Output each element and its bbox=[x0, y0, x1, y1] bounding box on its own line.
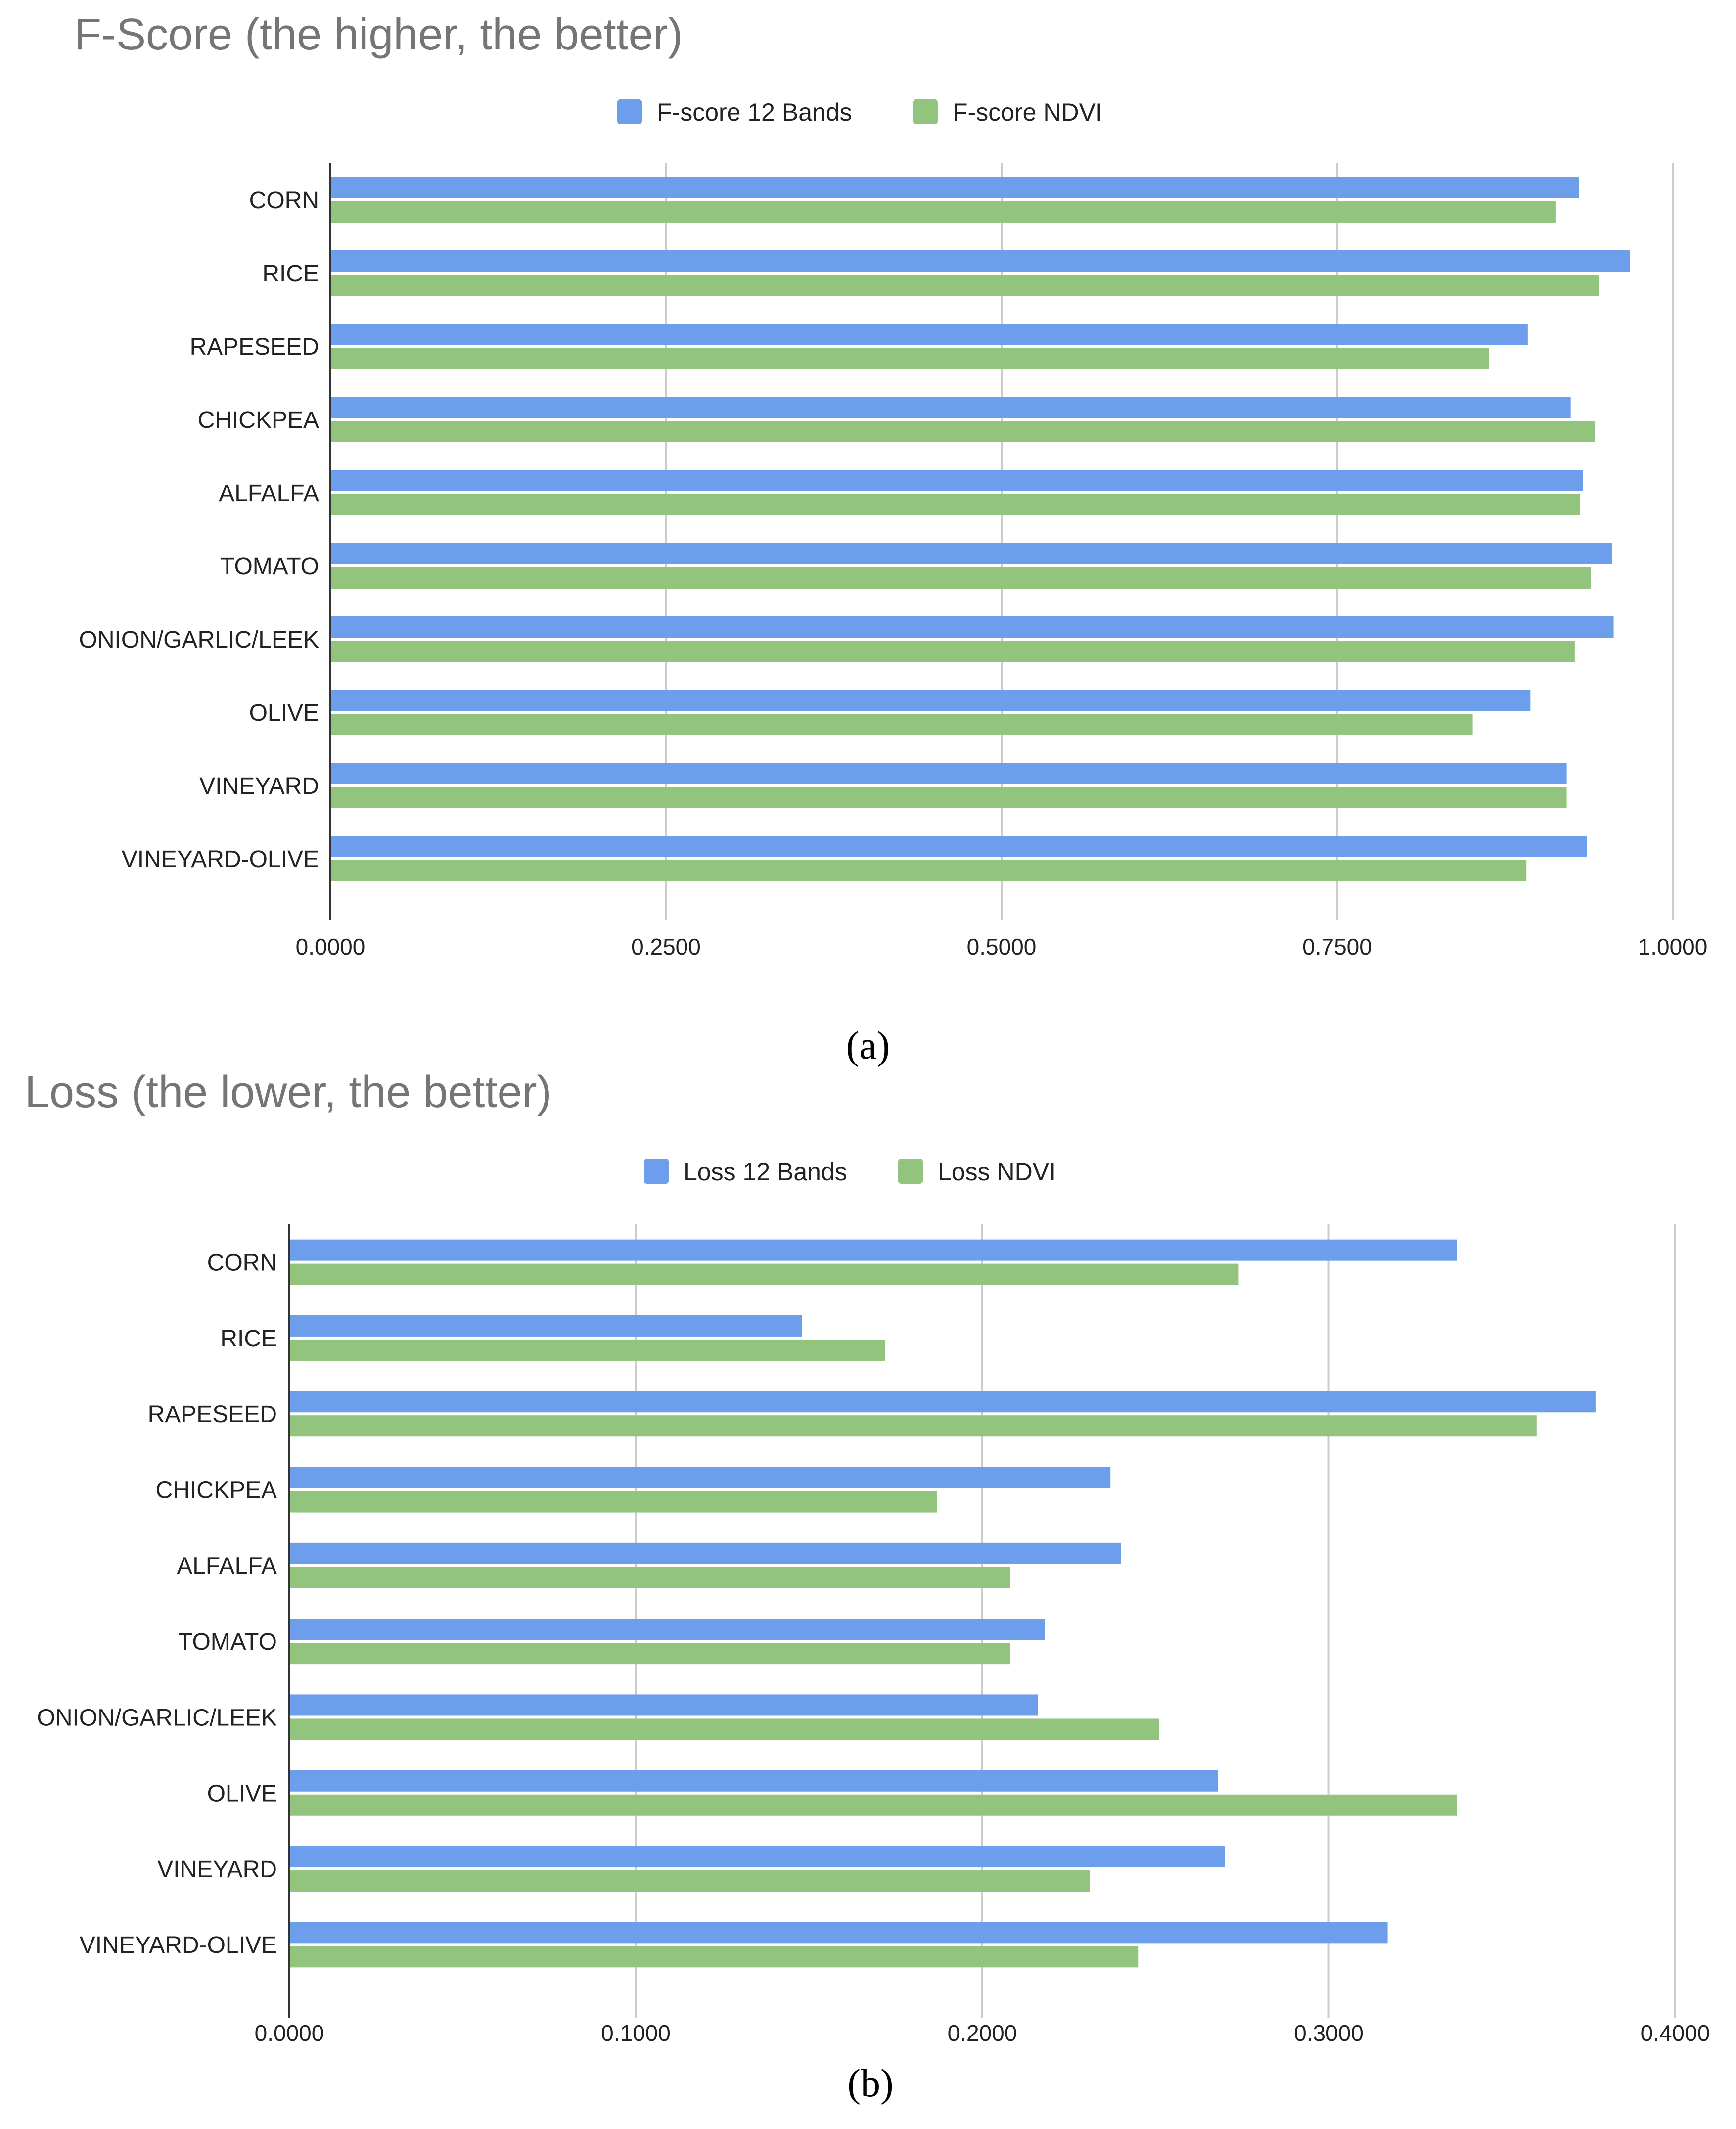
category-label: RAPESEED bbox=[148, 1401, 277, 1428]
bar-series-1 bbox=[289, 1239, 1457, 1261]
bar-series-1 bbox=[289, 1694, 1038, 1716]
legend: F-score 12 Bands F-score NDVI bbox=[617, 98, 1102, 126]
bar-series-1 bbox=[330, 616, 1614, 638]
category-label: OLIVE bbox=[249, 700, 319, 726]
bar-series-1 bbox=[330, 690, 1531, 711]
category-label: VINEYARD bbox=[199, 773, 319, 799]
category-label: RICE bbox=[262, 261, 319, 287]
legend-swatch-1 bbox=[617, 99, 642, 124]
bar-series-1 bbox=[330, 397, 1571, 418]
bar-series-1 bbox=[330, 543, 1612, 564]
x-tick-label: 0.0000 bbox=[296, 934, 365, 960]
x-tick-label: 0.5000 bbox=[967, 934, 1037, 960]
bar-series-2 bbox=[289, 1415, 1537, 1437]
bar-series-1 bbox=[330, 836, 1587, 857]
category-label: ALFALFA bbox=[219, 480, 319, 507]
bar-series-2 bbox=[330, 860, 1527, 881]
bar-series-2 bbox=[330, 567, 1591, 589]
bar-series-2 bbox=[289, 1491, 937, 1513]
bar-series-2 bbox=[289, 1794, 1457, 1816]
bar-series-1 bbox=[289, 1467, 1111, 1488]
bar-series-2 bbox=[289, 1946, 1139, 1968]
category-label: ALFALFA bbox=[177, 1553, 277, 1579]
category-label: CORN bbox=[207, 1250, 277, 1276]
panel-label: (b) bbox=[847, 2062, 893, 2105]
fscore-chart: F-Score (the higher, the better) F-score … bbox=[74, 10, 1707, 1067]
category-label: CORN bbox=[249, 187, 319, 214]
chart-title: Loss (the lower, the better) bbox=[25, 1067, 552, 1117]
category-label: VINEYARD-OLIVE bbox=[122, 846, 319, 873]
legend-label-1: F-score 12 Bands bbox=[657, 98, 852, 126]
bar-series-1 bbox=[330, 250, 1630, 272]
bar-series-2 bbox=[330, 275, 1599, 296]
category-label: TOMATO bbox=[178, 1629, 277, 1655]
bar-series-1 bbox=[289, 1846, 1225, 1868]
bar-series-1 bbox=[289, 1391, 1596, 1413]
category-label: RAPESEED bbox=[190, 334, 319, 360]
legend-label-2: Loss NDVI bbox=[938, 1158, 1056, 1186]
loss-chart: Loss (the lower, the better) Loss 12 Band… bbox=[25, 1067, 1710, 2105]
bar-series-1 bbox=[289, 1315, 802, 1337]
bar-series-2 bbox=[289, 1339, 885, 1361]
legend-label-1: Loss 12 Bands bbox=[684, 1158, 847, 1186]
category-label: RICE bbox=[220, 1326, 277, 1352]
x-tick-label: 0.3000 bbox=[1294, 2020, 1364, 2046]
x-tick-label: 1.0000 bbox=[1638, 934, 1708, 960]
category-label: OLIVE bbox=[207, 1781, 277, 1807]
bar-series-2 bbox=[289, 1870, 1090, 1892]
category-label: ONION/GARLIC/LEEK bbox=[79, 627, 319, 653]
category-label: CHICKPEA bbox=[198, 407, 319, 433]
bar-series-1 bbox=[289, 1922, 1388, 1944]
bar-series-2 bbox=[330, 787, 1567, 808]
legend: Loss 12 Bands Loss NDVI bbox=[644, 1158, 1056, 1186]
bar-series-1 bbox=[330, 177, 1579, 198]
category-label: VINEYARD-OLIVE bbox=[80, 1932, 277, 1958]
bar-series-1 bbox=[289, 1770, 1218, 1792]
legend-label-2: F-score NDVI bbox=[953, 98, 1102, 126]
x-tick-label: 0.2000 bbox=[948, 2020, 1017, 2046]
category-label: TOMATO bbox=[220, 554, 319, 580]
legend-swatch-1 bbox=[644, 1159, 669, 1184]
bar-series-2 bbox=[330, 421, 1595, 442]
bar-series-2 bbox=[289, 1567, 1010, 1588]
category-label: ONION/GARLIC/LEEK bbox=[37, 1705, 277, 1731]
chart-title: F-Score (the higher, the better) bbox=[74, 10, 683, 59]
bar-series-2 bbox=[330, 494, 1580, 515]
bar-series-1 bbox=[330, 324, 1528, 345]
bar-series-2 bbox=[330, 714, 1473, 735]
legend-swatch-2 bbox=[913, 99, 938, 124]
bar-series-2 bbox=[289, 1643, 1010, 1665]
bar-series-1 bbox=[330, 470, 1583, 491]
bar-series-2 bbox=[330, 641, 1575, 662]
bar-series-2 bbox=[289, 1718, 1159, 1740]
bar-series-1 bbox=[289, 1542, 1121, 1564]
x-tick-label: 0.1000 bbox=[601, 2020, 671, 2046]
x-tick-label: 0.4000 bbox=[1641, 2020, 1710, 2046]
bar-series-1 bbox=[289, 1619, 1045, 1640]
category-label: CHICKPEA bbox=[156, 1477, 277, 1503]
x-tick-label: 0.0000 bbox=[255, 2020, 324, 2046]
x-tick-label: 0.2500 bbox=[631, 934, 701, 960]
bar-series-1 bbox=[330, 763, 1567, 784]
category-label: VINEYARD bbox=[157, 1856, 277, 1883]
legend-swatch-2 bbox=[898, 1159, 923, 1184]
bar-series-2 bbox=[330, 201, 1556, 223]
x-tick-label: 0.7500 bbox=[1302, 934, 1372, 960]
bar-series-2 bbox=[330, 348, 1489, 369]
bar-series-2 bbox=[289, 1263, 1239, 1285]
panel-label: (a) bbox=[846, 1024, 890, 1067]
